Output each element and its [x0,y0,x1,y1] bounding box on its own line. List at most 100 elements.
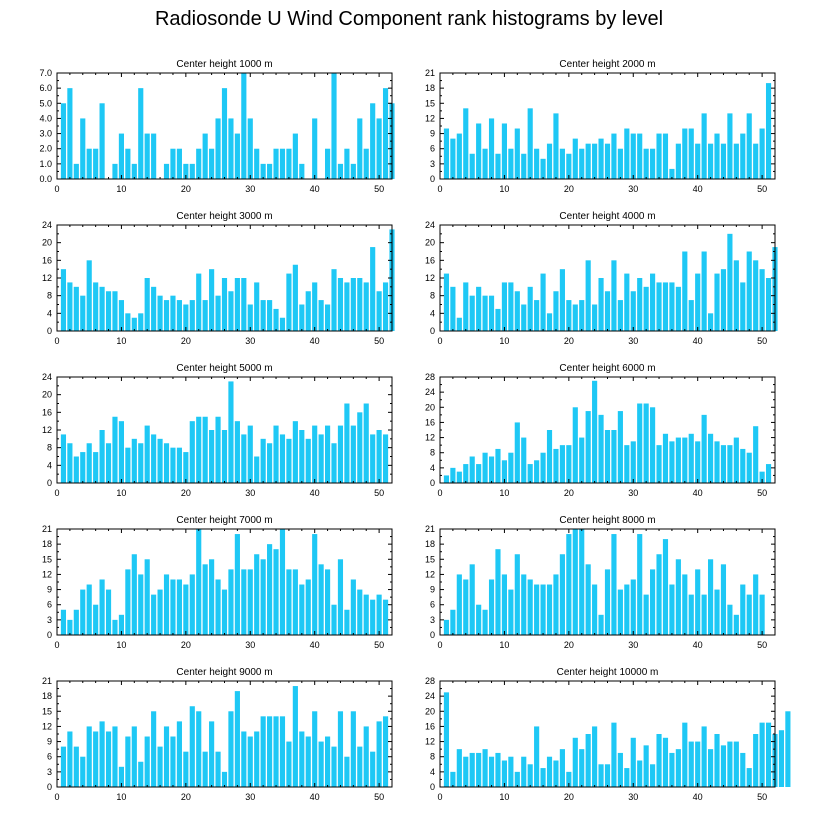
histogram-bar [656,133,662,179]
histogram-bar [267,443,273,483]
histogram-bar [469,752,475,787]
histogram-bar [527,764,533,787]
x-tick-label: 0 [54,336,59,346]
histogram-bar [344,756,350,787]
x-tick-label: 30 [245,792,255,802]
histogram-bar [753,143,759,179]
histogram-bar [279,317,286,331]
histogram-bar [350,278,356,331]
histogram-bar [157,438,163,483]
histogram-bar [318,300,324,331]
histogram-bar [99,103,105,179]
histogram-bar [450,286,456,331]
histogram-bar [170,736,176,787]
histogram-bar [501,760,507,787]
y-tick-label: 12 [425,273,435,283]
y-tick-label: 0 [430,478,435,488]
histogram-bar [376,118,382,179]
x-tick-label: 40 [693,792,703,802]
histogram-bar [93,731,99,787]
y-tick-label: 16 [425,417,435,427]
histogram-bar [585,734,591,787]
x-tick-label: 40 [693,336,703,346]
y-tick-label: 9 [47,737,52,747]
histogram-bar [234,421,240,483]
histogram-bar [508,756,514,787]
y-tick-label: 0 [47,782,52,792]
histogram-bar [585,260,591,331]
histogram-bar [463,108,469,179]
histogram-bar [325,425,331,483]
histogram-bar [753,574,759,635]
histogram-bar [363,282,369,331]
x-tick-label: 0 [437,184,442,194]
panel-title: Center height 3000 m [176,211,272,222]
y-tick-label: 3 [430,615,435,625]
x-tick-label: 30 [628,792,638,802]
histogram-bar [318,564,324,635]
histogram-bar [273,148,279,179]
x-tick-label: 30 [245,184,255,194]
y-tick-label: 18 [425,539,435,549]
histogram-bar [376,430,382,483]
histogram-bar [514,422,520,483]
histogram-bar [720,269,727,331]
histogram-bar [60,434,67,483]
histogram-bar [99,286,105,331]
histogram-bar [221,430,228,483]
histogram-bar [60,609,67,635]
histogram-bar [144,736,150,787]
panel-3: Center height 3000 m 0 10 20 30 40 50 0 4 8 12 16 20… [42,211,395,346]
histogram-bar [701,726,707,787]
histogram-bar [279,716,286,787]
histogram-bar [118,766,124,787]
histogram-bar [73,286,79,331]
histogram-bar [80,295,86,331]
histogram-bar [540,273,546,331]
histogram-bar [746,768,752,787]
histogram-bar [508,148,514,179]
histogram-bar [443,128,450,179]
histogram-bar [701,594,707,635]
y-tick-label: 2.0 [39,144,52,154]
histogram-bar [675,143,681,179]
y-tick-label: 0 [47,478,52,488]
histogram-bar [720,143,727,179]
histogram-bar [753,260,759,331]
histogram-bar [305,579,311,635]
histogram-bar [215,118,221,179]
histogram-bar [292,569,298,635]
histogram-bar [514,128,520,179]
histogram-bar [527,108,533,179]
histogram-bar [312,534,318,635]
histogram-bar [559,749,565,787]
y-tick-label: 24 [425,691,435,701]
histogram-bar [456,471,462,483]
histogram-bar [630,291,636,331]
histogram-bar [765,722,772,787]
histogram-bar [656,282,662,331]
histogram-bar [299,304,305,331]
histogram-bar [534,584,540,635]
y-tick-label: 16 [425,721,435,731]
histogram-bar [260,438,266,483]
histogram-bar [93,452,99,483]
histogram-bar [546,756,553,787]
histogram-bar [60,746,67,787]
histogram-bar [67,282,73,331]
histogram-bar [540,768,546,787]
histogram-bar [221,278,228,331]
y-tick-label: 28 [425,676,435,686]
histogram-bar [617,411,623,483]
x-tick-label: 20 [564,184,574,194]
histogram-bar [86,148,92,179]
panel-8: Center height 8000 m 0 10 20 30 40 50 0 3 6 9 12 15 1… [425,515,776,650]
histogram-bar [650,569,656,635]
histogram-bar [131,554,137,635]
y-tick-label: 0 [430,174,435,184]
histogram-bar [267,163,273,179]
y-tick-label: 21 [425,68,435,78]
histogram-bar [675,749,681,787]
histogram-bar [611,722,617,787]
histogram-bar [456,749,462,787]
